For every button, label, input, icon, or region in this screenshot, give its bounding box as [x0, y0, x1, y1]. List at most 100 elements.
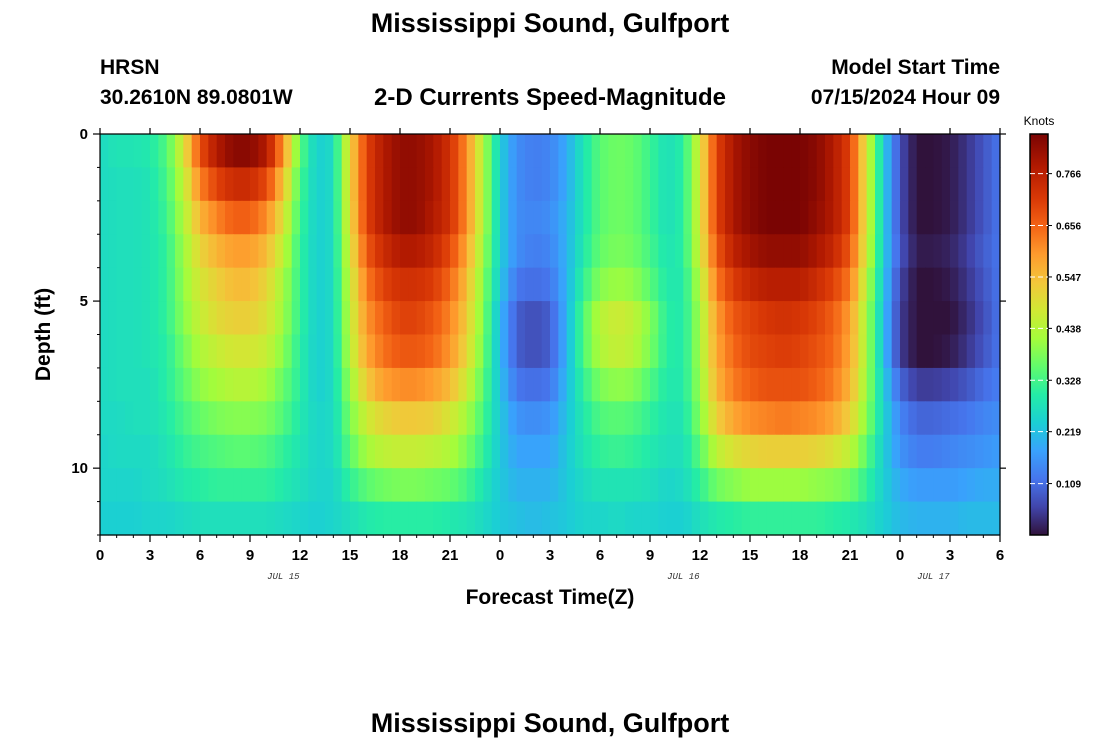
heatmap-cell	[708, 234, 718, 269]
heatmap-cell	[450, 134, 459, 169]
heatmap-cell	[241, 301, 251, 336]
heatmap-cell	[858, 434, 868, 469]
heatmap-cell	[933, 301, 943, 336]
heatmap-cell	[200, 401, 209, 436]
heatmap-cell	[433, 401, 443, 436]
heatmap-cell	[325, 501, 334, 536]
heatmap-cell	[766, 301, 776, 336]
heatmap-cell	[241, 334, 251, 369]
heatmap-cell	[658, 267, 668, 302]
heatmap-cell	[683, 234, 693, 269]
heatmap-cell	[491, 401, 501, 436]
heatmap-cell	[458, 401, 468, 436]
heatmap-cell	[666, 334, 676, 369]
heatmap-cell	[766, 367, 776, 402]
heatmap-cell	[675, 334, 684, 369]
heatmap-cell	[925, 267, 934, 302]
heatmap-cell	[225, 334, 234, 369]
heatmap-cell	[241, 434, 251, 469]
heatmap-cell	[100, 468, 109, 503]
heatmap-cell	[150, 434, 159, 469]
heatmap-cell	[966, 401, 976, 436]
heatmap-cell	[266, 267, 276, 302]
next-chart-title: Mississippi Sound, Gulfport	[370, 708, 730, 738]
heatmap-cell	[458, 334, 468, 369]
heatmap-cell	[766, 334, 776, 369]
heatmap-cell	[750, 234, 759, 269]
heatmap-cell	[108, 200, 118, 235]
x-axis: 0 3 6 9 12 15 18 21 0 3 6 9 12 15 18 21 0 3 6 JUL 15 JUL 16 J…	[96, 128, 1004, 582]
heatmap-cell	[616, 301, 626, 336]
heatmap-cell	[233, 234, 243, 269]
heatmap-cell	[558, 167, 568, 202]
heatmap-cell	[783, 267, 793, 302]
heatmap-cell	[616, 468, 626, 503]
heatmap-cell	[925, 434, 934, 469]
heatmap-cell	[808, 501, 818, 536]
heatmap-cell	[275, 234, 284, 269]
heatmap-cell	[250, 134, 259, 169]
heatmap-cell	[350, 167, 359, 202]
heatmap-cell	[500, 367, 509, 402]
heatmap-cell	[325, 334, 334, 369]
colorbar-tick-label: 0.656	[1056, 222, 1081, 233]
heatmap-cell	[958, 134, 968, 169]
heatmap-cell	[458, 234, 468, 269]
heatmap-cell	[716, 501, 726, 536]
heatmap-cell	[341, 167, 351, 202]
heatmap-cell	[375, 200, 384, 235]
heatmap-cell	[291, 334, 301, 369]
heatmap-cell	[375, 267, 384, 302]
heatmap-cell	[500, 200, 509, 235]
heatmap-cell	[625, 468, 634, 503]
heatmap-cell	[600, 434, 609, 469]
heatmap-cell	[166, 367, 176, 402]
heatmap-cell	[933, 167, 943, 202]
heatmap-cell	[908, 367, 918, 402]
heatmap-cell	[816, 401, 826, 436]
heatmap-cell	[891, 200, 901, 235]
heatmap-cell	[166, 301, 176, 336]
heatmap-cell	[708, 501, 718, 536]
heatmap-cell	[700, 367, 709, 402]
heatmap-cell	[141, 234, 151, 269]
heatmap-cell	[583, 468, 593, 503]
heatmap-cell	[166, 401, 176, 436]
heatmap-cell	[725, 334, 734, 369]
heatmap-cell	[891, 367, 901, 402]
heatmap-cell	[733, 501, 743, 536]
heatmap-cell	[100, 401, 109, 436]
heatmap-cell	[816, 234, 826, 269]
heatmap-cell	[733, 468, 743, 503]
heatmap-cell	[325, 301, 334, 336]
heatmap-cell	[558, 267, 568, 302]
heatmap-cell	[725, 434, 734, 469]
heatmap-cell	[100, 367, 109, 402]
heatmap-cell	[441, 167, 451, 202]
heatmap-cell	[641, 200, 651, 235]
heatmap-cell	[825, 334, 834, 369]
heatmap-cell	[900, 200, 909, 235]
heatmap-cell	[408, 234, 418, 269]
heatmap-cell	[391, 267, 401, 302]
heatmap-cell	[275, 367, 284, 402]
heatmap-cell	[450, 401, 459, 436]
heatmap-cell	[233, 468, 243, 503]
heatmap-cell	[766, 468, 776, 503]
heatmap-cell	[225, 200, 234, 235]
x-date-label: JUL 16	[667, 572, 700, 582]
heatmap-cell	[358, 167, 368, 202]
heatmap-cell	[691, 267, 701, 302]
heatmap-cell	[308, 367, 318, 402]
heatmap-cell	[375, 367, 384, 402]
heatmap-cell	[958, 234, 968, 269]
heatmap-cell	[541, 134, 551, 169]
heatmap-cell	[908, 468, 918, 503]
heatmap-cell	[958, 468, 968, 503]
heatmap-cell	[791, 234, 801, 269]
heatmap-cell	[558, 334, 568, 369]
heatmap-cell	[141, 334, 151, 369]
heatmap-cell	[608, 167, 618, 202]
heatmap-cell	[641, 334, 651, 369]
heatmap-cells	[100, 134, 1001, 536]
